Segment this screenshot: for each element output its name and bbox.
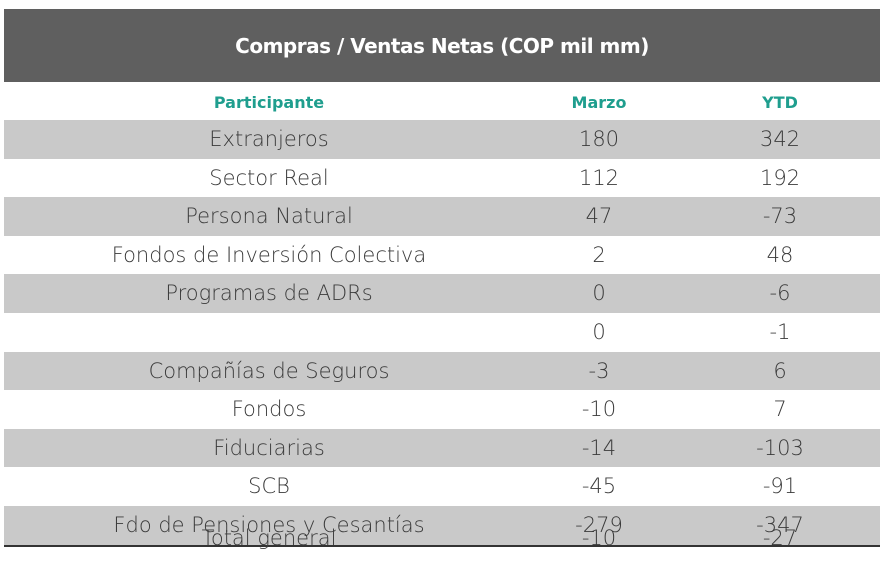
cell-month: 0 [592, 281, 606, 306]
table-row: Extranjeros 180 342 [4, 120, 880, 159]
cell-ytd: -347 [756, 512, 804, 537]
cell-ytd: 48 [766, 242, 794, 267]
table-row: Fdo de Pensiones y Cesantías -279 -347 [4, 505, 880, 545]
cell-ytd: -73 [762, 204, 798, 229]
cell-participant: Fondos [231, 397, 307, 422]
cell-ytd: -91 [762, 474, 798, 499]
table-body: Extranjeros 180 342 Sector Real 112 192 … [4, 120, 880, 545]
cell-month: -45 [581, 474, 617, 499]
cell-participant: SCB [248, 474, 290, 499]
total-row: Total general -10 -27 [4, 526, 880, 566]
header-ytd: YTD [762, 93, 798, 112]
table-row: SCB -45 -91 [4, 467, 880, 506]
total-month: -10 [581, 526, 617, 550]
table-row: Programas de ADRs 0 -6 [4, 274, 880, 313]
table-header: Participante Marzo YTD [4, 86, 880, 120]
total-ytd: -27 [762, 526, 798, 550]
table-row: Fondos de Inversión Colectiva 2 48 [4, 236, 880, 275]
cell-participant: Fdo de Pensiones y Cesantías [113, 512, 425, 537]
cell-month: 2 [592, 242, 606, 267]
table-title: Compras / Ventas Netas (COP mil mm) [4, 9, 880, 82]
cell-month: -3 [588, 358, 610, 383]
table-row: Fondos -10 7 [4, 390, 880, 429]
table-row: 0 -1 [4, 313, 880, 352]
cell-ytd: 7 [773, 397, 787, 422]
cell-participant: Fiduciarias [213, 435, 325, 460]
table-row: Fiduciarias -14 -103 [4, 428, 880, 468]
table-row: Persona Natural 47 -73 [4, 197, 880, 236]
cell-participant: Sector Real [209, 165, 329, 190]
header-month: Marzo [571, 93, 627, 112]
cell-participant: Extranjeros [209, 127, 329, 151]
cell-ytd: 342 [759, 127, 801, 151]
table-row: Sector Real 112 192 [4, 159, 880, 198]
cell-month: 180 [578, 127, 620, 151]
cell-participant: Persona Natural [185, 204, 353, 229]
cell-month: -10 [581, 397, 617, 422]
cell-ytd: -1 [769, 319, 791, 344]
cell-month: -14 [581, 435, 617, 460]
cell-month: 47 [585, 204, 613, 229]
cell-ytd: -6 [769, 281, 791, 306]
cell-month: 112 [578, 165, 620, 190]
total-divider [4, 545, 880, 547]
cell-ytd: 192 [759, 165, 801, 190]
cell-ytd: -103 [756, 435, 804, 460]
cell-month: 0 [592, 319, 606, 344]
cell-participant: Fondos de Inversión Colectiva [111, 242, 427, 267]
table-row: Compañías de Seguros -3 6 [4, 351, 880, 391]
cell-participant: Compañías de Seguros [148, 358, 390, 383]
cell-participant: Programas de ADRs [165, 281, 373, 306]
cell-ytd: 6 [773, 358, 787, 383]
cell-month: -279 [575, 512, 623, 537]
total-label: Total general [201, 526, 337, 550]
header-participant: Participante [213, 93, 325, 112]
